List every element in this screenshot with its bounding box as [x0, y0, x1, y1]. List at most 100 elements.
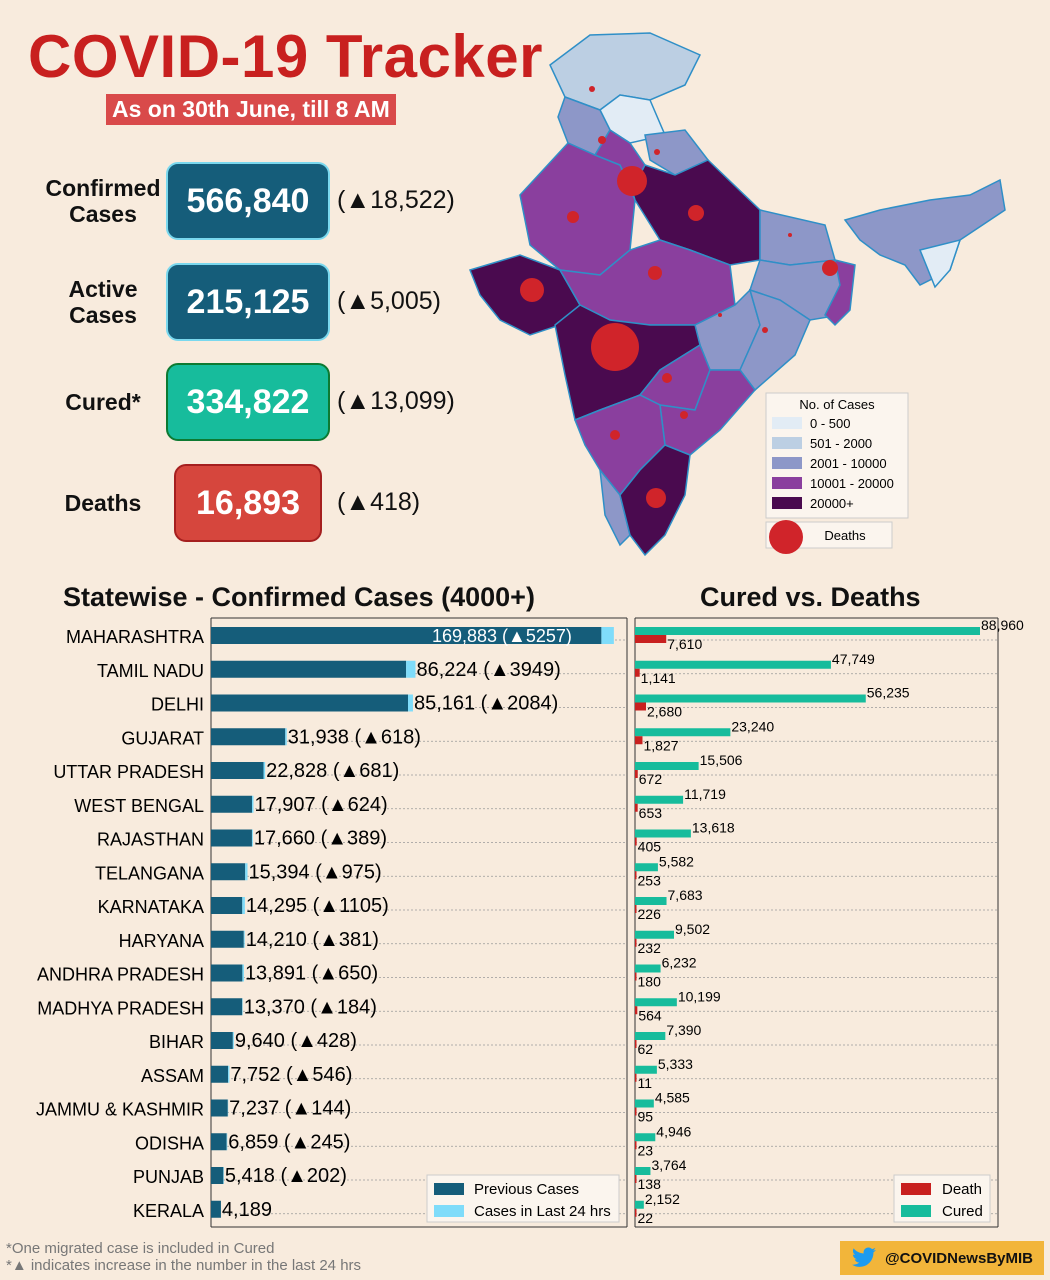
map-legend-title: No. of Cases: [799, 397, 875, 412]
death-label: 672: [639, 771, 663, 787]
cured-label: 5,582: [659, 853, 694, 869]
legend-label: Cases in Last 24 hrs: [474, 1203, 611, 1220]
legend-swatch: [434, 1205, 464, 1217]
death-label: 1,827: [643, 737, 678, 753]
bar-cured: [635, 694, 866, 703]
stat-delta: (▲5,005): [337, 287, 441, 315]
bar-death: [635, 871, 637, 880]
bar-last-24h: [242, 964, 244, 982]
bar-previous: [211, 897, 243, 914]
legend-swatch: [901, 1205, 931, 1217]
bar-last-24h: [232, 1032, 234, 1049]
death-label: 226: [638, 906, 662, 922]
data-label: 4,189: [222, 1199, 272, 1221]
legend-label: Previous Cases: [474, 1181, 579, 1198]
stat-delta: (▲418): [337, 488, 421, 516]
bar-last-24h: [263, 762, 266, 779]
data-label: 86,224 (▲3949): [416, 659, 560, 681]
category-label: HARYANA: [119, 931, 204, 951]
bar-cured: [635, 1167, 651, 1175]
bar-death: [635, 736, 643, 745]
bar-death: [635, 1006, 638, 1015]
map-legend-label: 20000+: [810, 496, 854, 511]
death-label: 253: [638, 872, 662, 888]
bar-cured: [635, 1032, 666, 1040]
death-bubble: [680, 411, 688, 419]
bar-previous: [211, 1099, 228, 1117]
stat-label-line: Confirmed: [45, 175, 161, 201]
death-bubble: [822, 260, 838, 276]
death-label: 653: [639, 805, 663, 821]
bar-death: [635, 905, 637, 913]
bar-cured: [635, 728, 731, 737]
statewise-confirmed-chart: MAHARASHTRA 169,883 (▲5257) TAMIL NADU 86,2…: [36, 617, 628, 1228]
stat-delta: (▲18,522): [337, 186, 455, 214]
bar-previous: [211, 829, 252, 847]
bar-previous: [211, 728, 286, 746]
stat-label: Deaths: [28, 490, 178, 516]
bar-previous: [211, 1065, 229, 1083]
data-label: 14,295 (▲1105): [246, 895, 389, 917]
map-legend-label: 2001 - 10000: [810, 456, 887, 471]
bar-death: [635, 1208, 637, 1217]
death-label: 138: [638, 1176, 662, 1192]
death-bubble: [662, 373, 672, 383]
data-label: 31,938 (▲618): [288, 726, 421, 748]
category-label: UTTAR PRADESH: [53, 762, 204, 782]
cured-vs-deaths-chart: 88,960 7,610 47,749 1,141 56,235 2,680 23,240 1…: [634, 617, 1024, 1228]
cured-label: 7,390: [666, 1022, 701, 1038]
bar-death: [635, 1073, 637, 1082]
cured-label: 5,333: [658, 1056, 693, 1072]
death-label: 564: [638, 1007, 662, 1023]
bar-previous: [211, 998, 243, 1016]
bar-last-24h: [601, 627, 614, 644]
data-label: 169,883 (▲5257): [432, 626, 572, 646]
death-bubble: [762, 327, 768, 333]
page-title: COVID-19 Tracker: [28, 23, 543, 90]
map-legend-label: 501 - 2000: [810, 436, 872, 451]
map-region-kerala: [598, 467, 631, 547]
death-bubble: [567, 211, 579, 223]
chart1-legend: Previous Cases Cases in Last 24 hrs: [426, 1174, 620, 1223]
death-label: 11: [638, 1075, 653, 1091]
death-bubble: [788, 233, 792, 237]
bar-previous: [211, 1200, 221, 1218]
twitter-handle[interactable]: @COVIDNewsByMIB: [840, 1241, 1044, 1275]
death-label: 2,680: [647, 704, 682, 720]
bar-previous: [211, 1032, 233, 1049]
legend-swatch: [901, 1183, 931, 1195]
bar-previous: [211, 627, 602, 644]
bar-death: [635, 1175, 637, 1183]
statewise-chart-title: Statewise - Confirmed Cases (4000+): [63, 582, 535, 612]
category-label: ASSAM: [141, 1066, 204, 1086]
stat-label: Confirmed Cases: [28, 175, 178, 227]
footnote-cured: *One migrated case is included in Cured: [6, 1240, 275, 1257]
death-bubble: [617, 166, 647, 196]
stat-label-line: Cases: [69, 302, 137, 328]
map-legend-swatch: [772, 497, 802, 509]
map-legend-swatch: [772, 417, 802, 429]
cured-label: 4,946: [656, 1123, 691, 1139]
cured-label: 3,764: [651, 1157, 686, 1173]
bar-cured: [635, 627, 980, 635]
category-label: MADHYA PRADESH: [37, 998, 204, 1018]
bar-death: [635, 837, 637, 846]
bar-cured: [635, 762, 699, 770]
cured-label: 56,235: [867, 685, 910, 701]
data-label: 85,161 (▲2084): [414, 693, 558, 715]
bar-cured: [635, 1200, 644, 1209]
data-label: 13,370 (▲184): [244, 996, 377, 1018]
bar-last-24h: [285, 728, 287, 746]
category-label: TELANGANA: [95, 863, 204, 883]
death-label: 7,610: [667, 636, 702, 652]
map-region-bihar: [759, 209, 836, 266]
data-label: 17,660 (▲389): [254, 828, 387, 850]
category-label: PUNJAB: [133, 1167, 204, 1187]
bar-previous: [211, 863, 246, 881]
category-label: TAMIL NADU: [97, 661, 204, 681]
bar-death: [635, 1107, 637, 1116]
death-bubbles: [520, 86, 838, 508]
bar-cured: [635, 1133, 656, 1142]
category-label: ANDHRA PRADESH: [37, 965, 204, 985]
death-label: 232: [638, 940, 662, 956]
